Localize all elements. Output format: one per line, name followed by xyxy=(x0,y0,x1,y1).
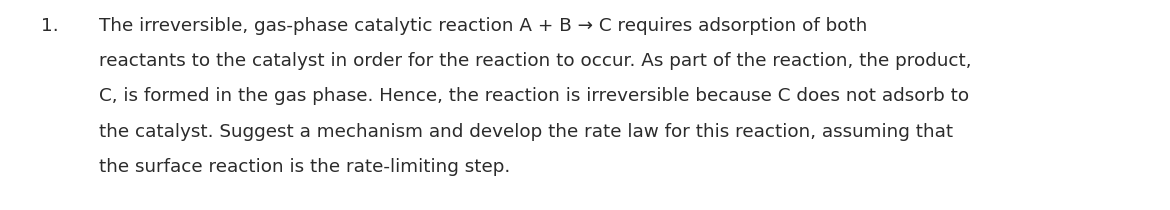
Text: The irreversible, gas-phase catalytic reaction A + B → C requires adsorption of : The irreversible, gas-phase catalytic re… xyxy=(99,17,868,35)
Text: the catalyst. Suggest a mechanism and develop the rate law for this reaction, as: the catalyst. Suggest a mechanism and de… xyxy=(99,123,954,141)
Text: C, is formed in the gas phase. Hence, the reaction is irreversible because C doe: C, is formed in the gas phase. Hence, th… xyxy=(99,87,970,105)
Text: reactants to the catalyst in order for the reaction to occur. As part of the rea: reactants to the catalyst in order for t… xyxy=(99,52,972,70)
Text: 1.: 1. xyxy=(41,17,58,35)
Text: the surface reaction is the rate-limiting step.: the surface reaction is the rate-limitin… xyxy=(99,158,510,176)
